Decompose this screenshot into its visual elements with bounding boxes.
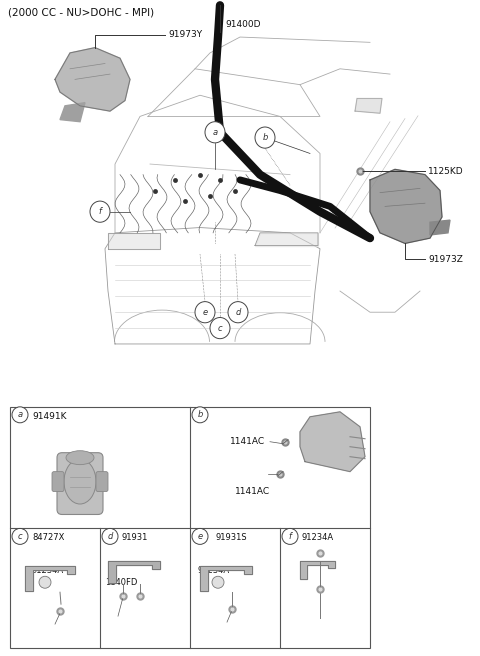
Text: 1141AC: 1141AC <box>230 438 265 446</box>
Polygon shape <box>60 102 85 122</box>
Polygon shape <box>55 48 130 111</box>
Circle shape <box>228 302 248 323</box>
Circle shape <box>102 529 118 544</box>
Text: 91973Y: 91973Y <box>168 30 202 39</box>
FancyBboxPatch shape <box>57 453 103 514</box>
Circle shape <box>282 529 298 544</box>
Text: 91491K: 91491K <box>32 412 67 421</box>
Circle shape <box>255 127 275 148</box>
Circle shape <box>39 576 51 588</box>
Text: 91973Z: 91973Z <box>428 255 463 264</box>
Polygon shape <box>370 169 442 243</box>
Text: d: d <box>235 308 240 317</box>
Circle shape <box>192 407 208 423</box>
Polygon shape <box>430 220 450 235</box>
Text: b: b <box>197 410 203 419</box>
Text: f: f <box>288 532 291 541</box>
Circle shape <box>90 201 110 222</box>
Text: d: d <box>108 532 113 541</box>
Text: 91234A: 91234A <box>198 566 230 575</box>
Text: b: b <box>262 133 268 142</box>
Text: 1140FD: 1140FD <box>105 579 137 587</box>
Polygon shape <box>200 566 252 591</box>
Text: 84727X: 84727X <box>32 533 64 543</box>
Text: e: e <box>203 308 207 317</box>
Text: 1125KD: 1125KD <box>428 167 464 176</box>
Polygon shape <box>25 566 75 591</box>
Circle shape <box>195 302 215 323</box>
Circle shape <box>205 122 225 143</box>
Circle shape <box>12 407 28 423</box>
Polygon shape <box>300 562 335 579</box>
Text: 91234A: 91234A <box>32 566 64 575</box>
Circle shape <box>212 576 224 588</box>
Circle shape <box>192 529 208 544</box>
Ellipse shape <box>64 459 96 504</box>
Polygon shape <box>355 98 382 113</box>
Polygon shape <box>108 562 160 583</box>
Text: 91931: 91931 <box>122 533 148 543</box>
Bar <box>10 407 370 648</box>
Text: (2000 CC - NU>DOHC - MPI): (2000 CC - NU>DOHC - MPI) <box>8 7 154 18</box>
Text: a: a <box>17 410 23 419</box>
Text: a: a <box>213 128 217 137</box>
Polygon shape <box>108 233 160 249</box>
Text: 91931S: 91931S <box>215 533 247 543</box>
Text: 91400D: 91400D <box>225 20 261 29</box>
Circle shape <box>12 529 28 544</box>
Polygon shape <box>255 233 318 245</box>
Polygon shape <box>300 412 365 472</box>
FancyBboxPatch shape <box>52 472 64 491</box>
Circle shape <box>210 318 230 338</box>
Text: 1141AC: 1141AC <box>235 487 270 496</box>
Ellipse shape <box>66 451 94 464</box>
Text: f: f <box>98 207 101 216</box>
Text: c: c <box>18 532 22 541</box>
Text: e: e <box>197 532 203 541</box>
Text: c: c <box>218 323 222 333</box>
FancyBboxPatch shape <box>96 472 108 491</box>
Text: 91234A: 91234A <box>302 533 334 543</box>
